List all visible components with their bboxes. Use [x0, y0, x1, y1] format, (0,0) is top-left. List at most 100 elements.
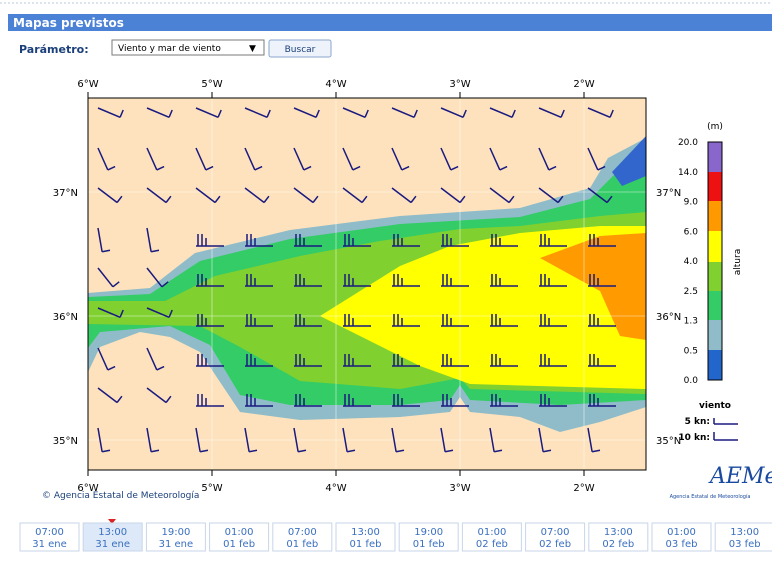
wind-barb: [588, 354, 616, 367]
credit: © Agencia Estatal de Meteorología: [42, 491, 199, 501]
tab-time: 13:00: [98, 527, 127, 538]
legend-swatch: [708, 231, 722, 262]
wind-barb: [343, 354, 371, 367]
lon-label: 5°W: [201, 483, 222, 494]
button-text: Buscar: [285, 45, 316, 55]
lon-label: 3°W: [449, 483, 470, 494]
wind-barb: [294, 274, 322, 287]
search-button[interactable]: [268, 39, 332, 58]
time-tab[interactable]: [588, 522, 649, 552]
current-marker: [108, 519, 116, 524]
wind-barb: [244, 107, 271, 118]
wind-barb: [489, 187, 515, 204]
lat-label: 35°N: [53, 436, 78, 447]
time-tab[interactable]: [651, 522, 712, 552]
time-tab[interactable]: [272, 522, 333, 552]
wind-barb: [489, 427, 503, 453]
wind-barb: [440, 427, 454, 453]
wind-barb: [343, 234, 371, 247]
header-title: Mapas previstos: [13, 16, 124, 30]
wind-barb: [195, 427, 209, 453]
legend-title: altura: [733, 249, 743, 275]
wind-barb: [195, 187, 221, 204]
wind-barb: [245, 234, 273, 247]
wind-barb: [391, 147, 410, 171]
tab-time: 07:00: [35, 527, 64, 538]
map: [87, 97, 647, 471]
wind-barb: [538, 427, 552, 453]
wind-barb: [538, 187, 564, 204]
tab-date: 03 feb: [729, 539, 761, 550]
wind-barb: [293, 147, 312, 171]
wind-barb: [146, 187, 172, 204]
time-tab[interactable]: [19, 522, 80, 552]
wind-barb: [146, 267, 169, 288]
tab-time: 19:00: [161, 527, 190, 538]
legend-level: 0.5: [684, 346, 698, 356]
wind-barb: [97, 427, 111, 453]
lon-label: 6°W: [77, 483, 98, 494]
legend-swatch: [708, 142, 722, 172]
time-tab[interactable]: [525, 522, 586, 552]
tab-time: 07:00: [541, 527, 570, 538]
wind-barb: [342, 107, 369, 118]
wind-barb: [587, 107, 614, 118]
time-tab[interactable]: [398, 522, 459, 552]
time-tab[interactable]: [145, 522, 206, 552]
wind-barb: [539, 234, 567, 247]
legend-swatch: [708, 201, 722, 231]
lat-label: 36°N: [53, 312, 78, 323]
wind-barb: [588, 234, 616, 247]
wind-barb: [392, 314, 420, 327]
legend-level: 20.0: [678, 138, 698, 148]
wind-barb: [244, 427, 258, 453]
tab-time: 13:00: [351, 527, 380, 538]
wind-barb: [245, 274, 273, 287]
wind-barb: [146, 147, 165, 171]
wind-barb: [196, 234, 224, 247]
wind-barb: [343, 314, 371, 327]
wind-barb: [392, 354, 420, 367]
legend-swatch: [708, 291, 722, 320]
tab-date: 01 feb: [350, 539, 382, 550]
wind-barb: [196, 354, 224, 367]
tab-time: 01:00: [667, 527, 696, 538]
time-tab[interactable]: [82, 522, 143, 552]
tab-date: 31 ene: [32, 539, 67, 550]
wind-barb: [97, 267, 120, 288]
tab-date: 01 feb: [413, 539, 445, 550]
param-label: Parámetro:: [19, 43, 89, 56]
map-frame: [87, 97, 647, 471]
wind-barb: [293, 187, 319, 204]
time-tab[interactable]: [461, 522, 522, 552]
tab-time: 01:00: [225, 527, 254, 538]
wind-barb: [97, 227, 111, 253]
wind-barb: [97, 147, 116, 171]
wind-barb: [440, 147, 459, 171]
wind-barb: [97, 107, 124, 118]
wind-barb: [245, 314, 273, 327]
wind-barb: [294, 234, 322, 247]
wind-barb: [588, 314, 616, 327]
wind-barb: [441, 394, 469, 407]
wind-barb: [490, 234, 518, 247]
time-tab[interactable]: [714, 522, 772, 552]
wind-barb: [146, 227, 160, 253]
param-select[interactable]: [111, 39, 265, 56]
wind-key-label: 5 kn:: [685, 417, 710, 427]
lon-label: 2°W: [573, 483, 594, 494]
wind-barb: [391, 107, 418, 118]
time-tab[interactable]: [335, 522, 396, 552]
legend-swatch: [708, 262, 722, 291]
tab-date: 02 feb: [476, 539, 508, 550]
wind-key-label: 10 kn:: [678, 433, 710, 443]
wind-barb: [294, 394, 322, 407]
legend-unit: (m): [707, 122, 723, 132]
wind-barb: [245, 394, 273, 407]
lon-label: 3°W: [449, 79, 470, 90]
tab-date: 01 feb: [223, 539, 255, 550]
wind-barb: [245, 354, 273, 367]
wind-barb: [539, 274, 567, 287]
time-tab[interactable]: [209, 522, 270, 552]
